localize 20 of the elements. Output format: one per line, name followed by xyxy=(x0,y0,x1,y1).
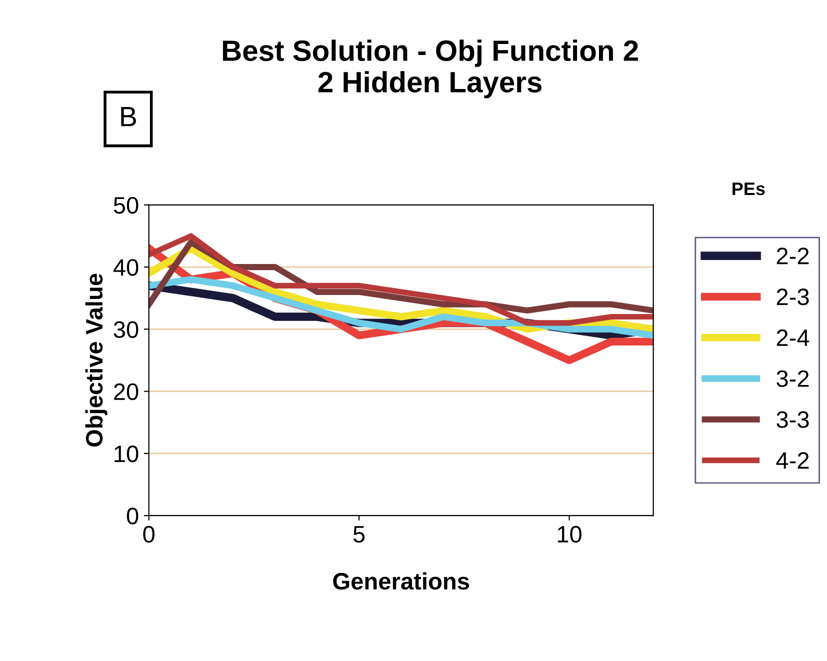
legend-label: 2-4 xyxy=(776,329,810,346)
y-tick-label: 10 xyxy=(114,446,138,462)
x-tick-label: 5 xyxy=(353,526,365,543)
y-tick-label: 20 xyxy=(114,383,138,400)
y-tick-label: 30 xyxy=(114,321,138,338)
y-axis-title: Objective Value xyxy=(85,274,108,447)
x-axis-title: Generations xyxy=(333,572,470,590)
x-tick-label: 10 xyxy=(558,526,582,543)
y-tick-label: 50 xyxy=(114,196,138,214)
y-tick-label: 0 xyxy=(126,508,138,524)
legend-label: 3-2 xyxy=(776,370,809,388)
legend-label: 3-3 xyxy=(776,411,809,428)
text: B xyxy=(121,107,136,126)
legend-label: 4-2 xyxy=(776,452,809,469)
legend-label: 2-3 xyxy=(776,288,809,306)
y-tick-label: 40 xyxy=(113,259,138,276)
chart-title: Best Solution - Obj Function 2 2 Hidden Layers xyxy=(222,40,638,98)
legend-label: 2-2 xyxy=(776,248,809,264)
legend-title: PEs xyxy=(732,182,765,196)
x-tick-label: 0 xyxy=(143,526,155,543)
